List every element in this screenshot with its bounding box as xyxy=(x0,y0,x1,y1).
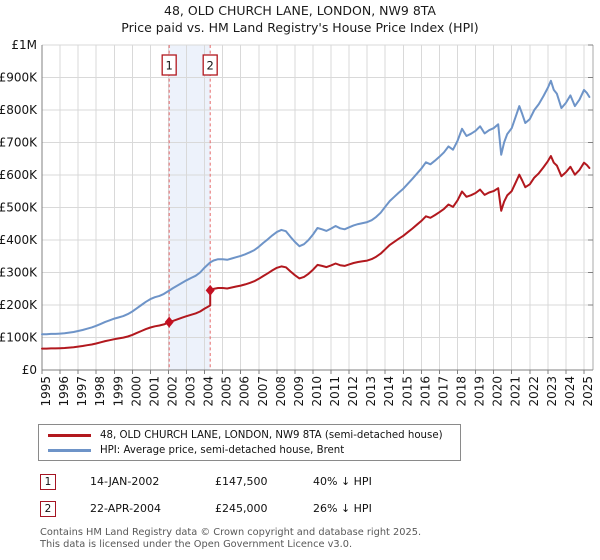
svg-text:2024: 2024 xyxy=(563,376,577,407)
page-subtitle: Price paid vs. HM Land Registry's House … xyxy=(121,20,479,35)
svg-text:2015: 2015 xyxy=(400,376,414,407)
hpi-line-swatch xyxy=(48,449,91,452)
svg-text:2018: 2018 xyxy=(455,376,469,407)
transaction-1-date: 14-JAN-2002 xyxy=(90,475,160,488)
svg-text:2008: 2008 xyxy=(274,376,288,407)
svg-text:2012: 2012 xyxy=(346,376,360,407)
svg-text:2020: 2020 xyxy=(491,376,505,407)
svg-text:2009: 2009 xyxy=(292,376,306,407)
license-line-2: This data is licensed under the Open Gov… xyxy=(40,538,353,550)
transaction-1-number-badge: 1 xyxy=(40,474,56,490)
svg-text:2004: 2004 xyxy=(202,376,216,407)
svg-text:2014: 2014 xyxy=(382,376,396,407)
transaction-1-vs-hpi: 40% ↓ HPI xyxy=(313,475,372,488)
transaction-row-1: 1 14-JAN-2002 £147,500 40% ↓ HPI xyxy=(0,474,600,491)
legend-item-hpi: HPI: Average price, semi-detached house,… xyxy=(39,443,460,458)
svg-text:2001: 2001 xyxy=(147,376,161,407)
svg-text:2010: 2010 xyxy=(310,376,324,407)
chart-legend: 48, OLD CHURCH LANE, LONDON, NW9 8TA (se… xyxy=(38,424,461,461)
property-line-swatch xyxy=(48,434,91,437)
hpi-line xyxy=(41,79,591,336)
svg-text:2022: 2022 xyxy=(527,376,541,407)
svg-text:£300K: £300K xyxy=(0,266,38,280)
svg-text:2016: 2016 xyxy=(418,376,432,407)
page-title: 48, OLD CHURCH LANE, LONDON, NW9 8TA xyxy=(164,3,436,18)
svg-text:1995: 1995 xyxy=(39,376,53,407)
axes xyxy=(41,44,594,374)
license-note: Contains HM Land Registry data © Crown c… xyxy=(40,527,580,550)
sale-marker-1 xyxy=(164,316,174,328)
property-price-line xyxy=(41,155,591,350)
svg-text:2019: 2019 xyxy=(473,376,487,407)
svg-text:£400K: £400K xyxy=(0,233,38,247)
svg-text:£1M: £1M xyxy=(11,38,37,52)
svg-text:£800K: £800K xyxy=(0,103,38,117)
svg-text:1: 1 xyxy=(166,59,173,73)
svg-text:2013: 2013 xyxy=(364,376,378,407)
svg-text:2021: 2021 xyxy=(509,376,523,407)
price-history-chart: 1 2 £1M £900K £800K £700K £600K £500K £400K £300K… xyxy=(0,38,595,407)
svg-text:£700K: £700K xyxy=(0,136,38,150)
legend-label-hpi: HPI: Average price, semi-detached house,… xyxy=(100,445,345,456)
svg-text:£200K: £200K xyxy=(0,298,38,312)
transaction-2-vs-hpi: 26% ↓ HPI xyxy=(313,502,372,515)
sale-marker-2 xyxy=(205,284,215,296)
svg-text:2017: 2017 xyxy=(436,376,450,407)
sale-date-lines xyxy=(168,45,211,370)
transaction-2-date: 22-APR-2004 xyxy=(90,502,162,515)
svg-text:2011: 2011 xyxy=(328,376,342,407)
svg-text:2: 2 xyxy=(207,59,214,73)
svg-text:2002: 2002 xyxy=(165,376,179,407)
svg-text:2000: 2000 xyxy=(129,376,143,407)
svg-text:1997: 1997 xyxy=(75,376,89,407)
transaction-2-price: £245,000 xyxy=(215,502,268,515)
svg-text:2023: 2023 xyxy=(545,376,559,407)
gridlines xyxy=(41,44,593,371)
svg-text:£900K: £900K xyxy=(0,71,38,85)
svg-text:2006: 2006 xyxy=(238,376,252,407)
svg-text:1998: 1998 xyxy=(93,376,107,407)
svg-text:£500K: £500K xyxy=(0,201,38,215)
license-line-1: Contains HM Land Registry data © Crown c… xyxy=(40,527,422,538)
sale-flag-2: 2 xyxy=(202,54,218,76)
x-axis-labels: 1995 1996 1997 1998 1999 2000 2001 2002 2003 2004… xyxy=(39,376,595,407)
legend-label-property: 48, OLD CHURCH LANE, LONDON, NW9 8TA (se… xyxy=(100,430,443,441)
svg-text:1999: 1999 xyxy=(111,376,125,407)
transaction-row-2: 2 22-APR-2004 £245,000 26% ↓ HPI xyxy=(0,501,600,518)
sale-markers xyxy=(164,284,215,328)
svg-text:£100K: £100K xyxy=(0,331,38,345)
svg-text:2003: 2003 xyxy=(184,376,198,407)
transaction-1-price: £147,500 xyxy=(215,475,268,488)
svg-text:2005: 2005 xyxy=(220,376,234,407)
svg-text:1996: 1996 xyxy=(57,376,71,407)
legend-item-property: 48, OLD CHURCH LANE, LONDON, NW9 8TA (se… xyxy=(39,428,460,443)
svg-text:£0: £0 xyxy=(22,363,37,377)
svg-text:2007: 2007 xyxy=(256,376,270,407)
sale-flag-1: 1 xyxy=(161,54,177,76)
y-axis-labels: £1M £900K £800K £700K £600K £500K £400K £300K £2… xyxy=(0,38,38,377)
svg-text:2025: 2025 xyxy=(581,376,595,407)
transaction-2-number-badge: 2 xyxy=(40,501,56,517)
svg-text:£600K: £600K xyxy=(0,168,38,182)
